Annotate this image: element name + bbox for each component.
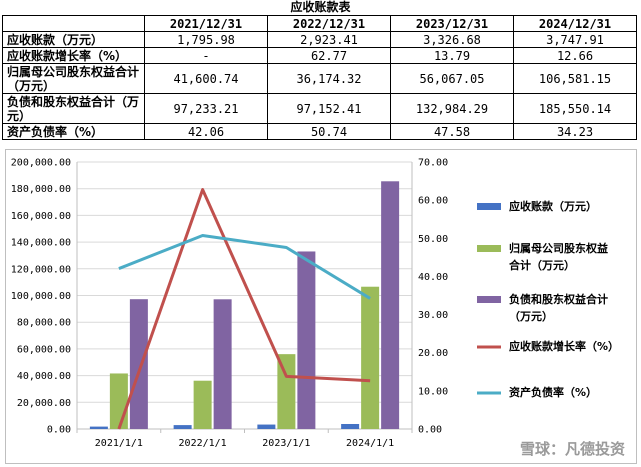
y-left-tick-label: 160,000.00 xyxy=(11,211,71,222)
bar xyxy=(277,354,296,429)
table-cell: 13.79 xyxy=(390,47,514,64)
table-cell: 62.77 xyxy=(267,47,391,64)
y-right-tick-label: 20.00 xyxy=(418,348,448,359)
table-cell: 42.06 xyxy=(144,123,268,140)
table-cell: 2,923.41 xyxy=(267,31,391,48)
table-cell: 1,795.98 xyxy=(144,31,268,48)
row-label: 资产负债率（%） xyxy=(2,123,145,140)
x-tick-label: 2024/1/1 xyxy=(346,438,394,449)
table-cell: 56,067.05 xyxy=(390,63,514,94)
y-left-tick-label: 200,000.00 xyxy=(11,158,71,169)
y-left-tick-label: 40,000.00 xyxy=(17,371,71,382)
bar xyxy=(297,251,316,429)
combo-chart: 0.00 20,000.00 40,000.00 60,000.00 80,000.00… xyxy=(11,158,625,459)
table-cell: 97,233.21 xyxy=(144,93,268,124)
row-label: 应收账款增长率（%） xyxy=(2,47,145,64)
bar xyxy=(173,425,192,429)
table-cell: 185,550.14 xyxy=(513,93,637,124)
legend-label: （万元） xyxy=(509,310,553,323)
table-cell: - xyxy=(144,47,268,64)
header-corner xyxy=(2,15,145,32)
legend-label: 资产负债率（%） xyxy=(509,385,597,399)
row-label: 应收账款（万元） xyxy=(2,31,145,48)
table-cell: 34.23 xyxy=(513,123,637,140)
bar xyxy=(193,380,212,429)
table-cell: 97,152.41 xyxy=(267,93,391,124)
data-table: 2021/12/31 2022/12/31 2023/12/31 2024/12… xyxy=(2,15,637,140)
table-row: 应收账款（万元） 1,795.98 2,923.41 3,326.68 3,74… xyxy=(2,31,637,48)
bar xyxy=(341,423,360,429)
bar xyxy=(129,299,148,429)
y-left-tick-label: 140,000.00 xyxy=(11,238,71,249)
header-2024: 2024/12/31 xyxy=(513,15,637,32)
bar xyxy=(213,299,232,429)
legend-label: 合计（万元） xyxy=(509,258,575,272)
legend-swatch xyxy=(477,296,501,303)
table-cell: 50.74 xyxy=(267,123,391,140)
y-left-tick-label: 120,000.00 xyxy=(11,264,71,275)
table-cell: 12.66 xyxy=(513,47,637,64)
legend-swatch xyxy=(477,203,501,210)
bar xyxy=(89,426,108,429)
header-row: 2021/12/31 2022/12/31 2023/12/31 2024/12… xyxy=(2,15,637,32)
y-right-tick-label: 60.00 xyxy=(418,196,448,207)
legend-label: 应收账款（万元） xyxy=(509,199,597,213)
chart-frame: 0.00 20,000.00 40,000.00 60,000.00 80,000.00… xyxy=(5,149,637,464)
table-cell: 3,747.91 xyxy=(513,31,637,48)
table-cell: 36,174.32 xyxy=(267,63,391,94)
bar xyxy=(361,286,380,429)
bar xyxy=(257,424,276,429)
y-left-tick-label: 0.00 xyxy=(47,425,71,436)
x-tick-label: 2022/1/1 xyxy=(179,438,227,449)
y-right-tick-label: 70.00 xyxy=(418,158,448,169)
table-cell: 47.58 xyxy=(390,123,514,140)
x-tick-label: 2023/1/1 xyxy=(262,438,310,449)
y-right-tick-label: 10.00 xyxy=(418,386,448,397)
y-left-tick-label: 20,000.00 xyxy=(17,398,71,409)
y-left-tick-label: 180,000.00 xyxy=(11,184,71,195)
y-left-tick-label: 80,000.00 xyxy=(17,318,71,329)
table-row: 负债和股东权益合计（万元） 97,233.21 97,152.41 132,98… xyxy=(2,93,637,124)
bar xyxy=(109,373,128,429)
table-row: 归属母公司股东权益合计（万元） 41,600.74 36,174.32 56,0… xyxy=(2,63,637,94)
header-2021: 2021/12/31 xyxy=(144,15,268,32)
legend-label: 归属母公司股东权益 xyxy=(509,241,608,255)
legend-label: 负债和股东权益合计 xyxy=(509,292,608,306)
y-right-tick-label: 30.00 xyxy=(418,310,448,321)
series-line xyxy=(117,188,371,430)
header-2023: 2023/12/31 xyxy=(390,15,514,32)
legend-swatch xyxy=(477,245,501,252)
table-cell: 132,984.29 xyxy=(390,93,514,124)
bar xyxy=(381,181,400,429)
y-left-tick-label: 100,000.00 xyxy=(11,291,71,302)
table-cell: 41,600.74 xyxy=(144,63,268,94)
x-tick-label: 2021/1/1 xyxy=(95,438,143,449)
table-title: 应收账款表 xyxy=(290,0,351,14)
table-cell: 3,326.68 xyxy=(390,31,514,48)
y-right-tick-label: 50.00 xyxy=(418,234,448,245)
legend-label: 应收账款增长率（%） xyxy=(509,339,619,353)
y-right-tick-label: 0.00 xyxy=(418,425,442,436)
y-left-tick-label: 60,000.00 xyxy=(17,344,71,355)
table-row: 应收账款增长率（%） - 62.77 13.79 12.66 xyxy=(2,47,637,64)
header-2022: 2022/12/31 xyxy=(267,15,391,32)
table-row: 资产负债率（%） 42.06 50.74 47.58 34.23 xyxy=(2,123,637,140)
table-cell: 106,581.15 xyxy=(513,63,637,94)
series-line xyxy=(118,233,371,300)
row-label: 负债和股东权益合计（万元） xyxy=(2,93,145,124)
y-right-tick-label: 40.00 xyxy=(418,272,448,283)
watermark-text: 雪球：凡德投资 xyxy=(520,440,625,458)
row-label: 归属母公司股东权益合计（万元） xyxy=(2,63,145,94)
